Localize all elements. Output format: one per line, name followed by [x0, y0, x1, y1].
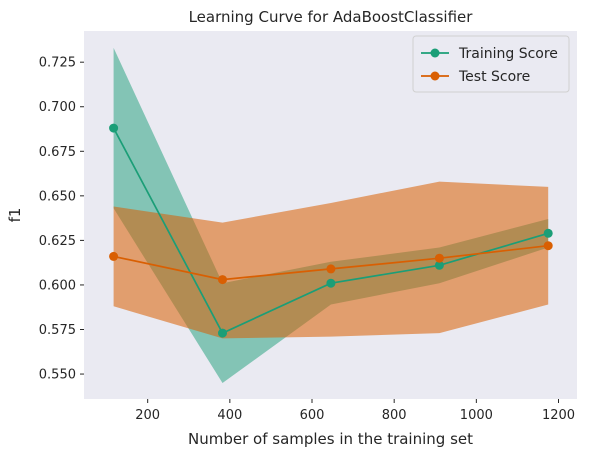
test-score-point — [218, 275, 227, 285]
x-tick-label: 200 — [135, 408, 160, 423]
y-tick-label: 0.600 — [39, 278, 76, 293]
x-tick-label: 1000 — [460, 408, 493, 423]
y-tick-label: 0.625 — [39, 234, 76, 249]
x-axis-title: Number of samples in the training set — [188, 430, 473, 448]
training-score-legend-label: Training Score — [458, 46, 558, 62]
series-points — [109, 123, 553, 338]
training-score-point — [326, 278, 336, 288]
test-score-point — [109, 251, 119, 261]
test-score-legend-label: Test Score — [458, 69, 530, 85]
y-tick-label: 0.700 — [39, 100, 76, 115]
test-score-band — [113, 181, 549, 339]
y-tick-label: 0.675 — [39, 145, 76, 160]
y-axis-ticks: 0.550 0.575 0.600 0.625 0.650 0.675 0.700 0.725 — [39, 56, 84, 383]
y-tick-label: 0.550 — [39, 368, 76, 383]
y-tick-label: 0.575 — [39, 323, 76, 338]
legend: Training Score Test Score — [412, 35, 570, 93]
training-score-point — [434, 260, 444, 270]
x-tick-label: 400 — [217, 408, 242, 423]
x-axis-ticks: 200 400 600 800 1000 1200 — [135, 399, 575, 423]
chart-title: Learning Curve for AdaBoostClassifier — [189, 8, 474, 26]
training-score-point — [218, 328, 227, 338]
y-tick-label: 0.725 — [39, 56, 76, 71]
test-score-point — [434, 253, 444, 263]
x-tick-label: 800 — [382, 408, 407, 423]
training-score-point — [543, 228, 553, 238]
y-axis-title: f1 — [6, 208, 24, 223]
y-tick-label: 0.650 — [39, 189, 76, 204]
x-tick-label: 600 — [300, 408, 325, 423]
test-score-point — [543, 241, 553, 251]
test-score-legend-marker — [430, 71, 440, 81]
x-tick-label: 1200 — [542, 408, 575, 423]
confidence-bands — [113, 47, 549, 384]
legend-box — [412, 35, 570, 93]
training-score-legend-marker — [430, 48, 440, 58]
test-score-point — [326, 264, 336, 274]
training-score-point — [109, 123, 119, 133]
